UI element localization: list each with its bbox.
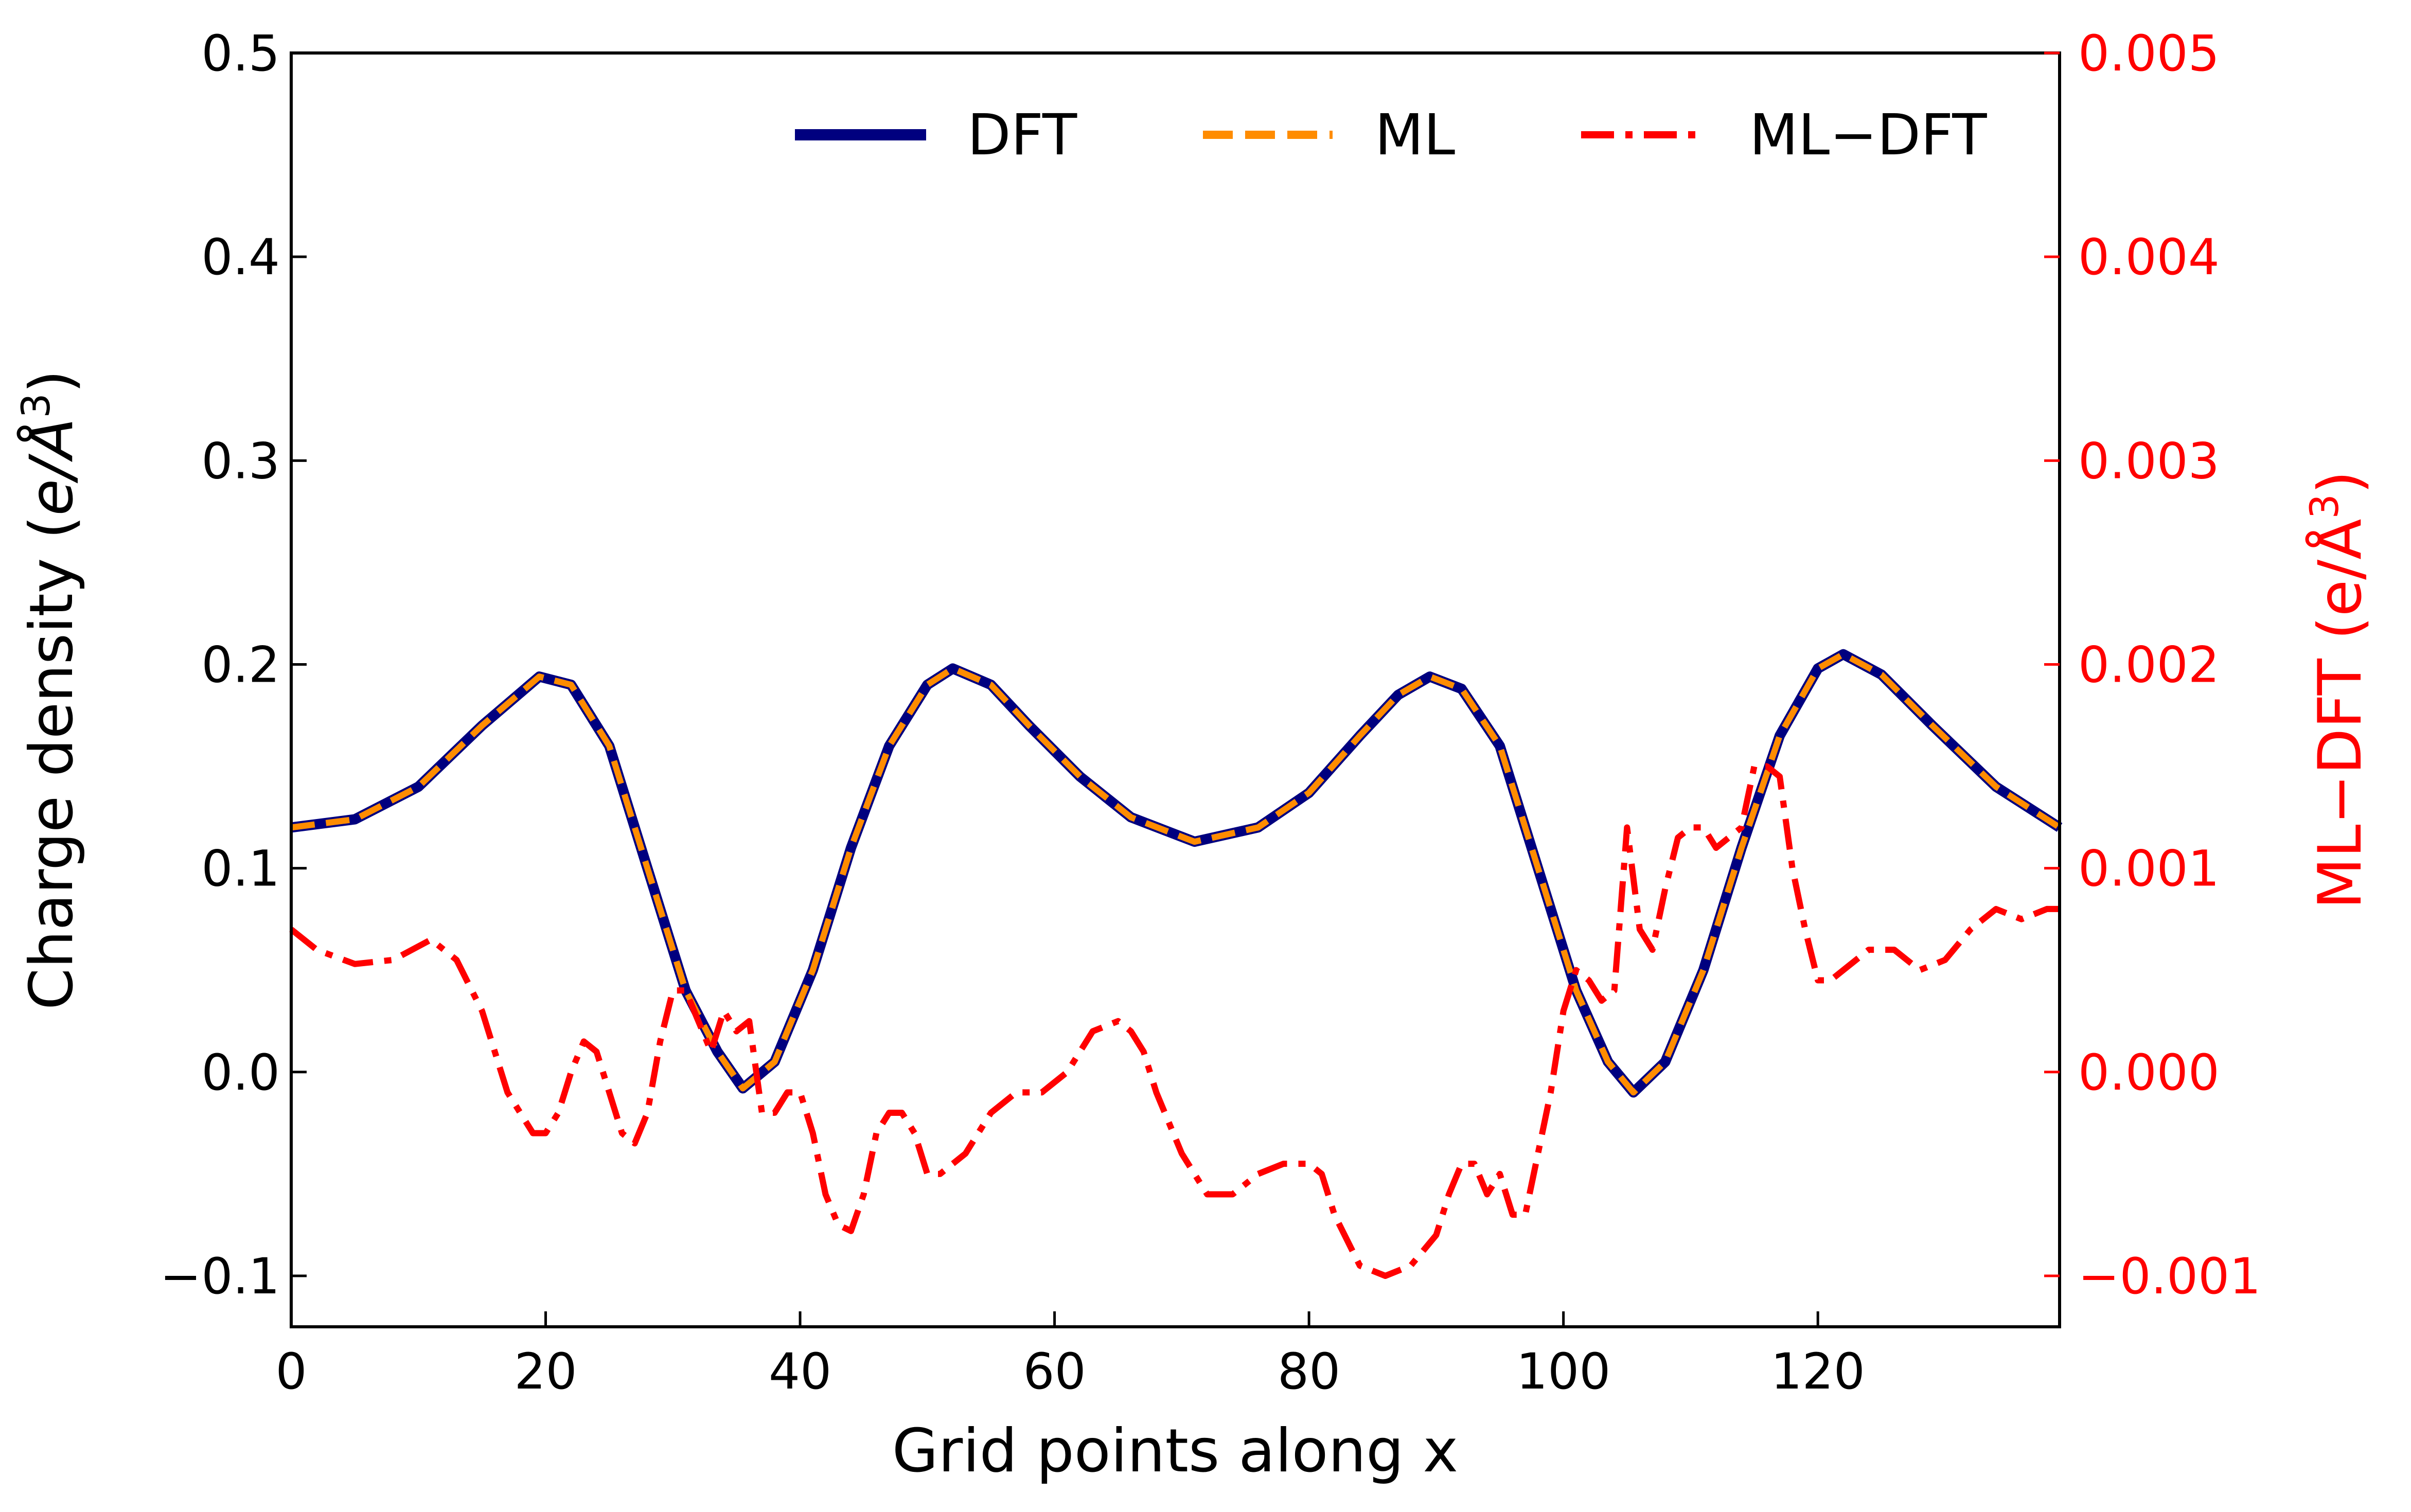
plot-frame	[290, 51, 2061, 1328]
y-axis-label-right-sup: 3	[2301, 494, 2347, 519]
y-left-tick-label: 0.4	[201, 228, 280, 286]
x-tick-label: 40	[769, 1343, 831, 1400]
y-axis-label-left-unit: e/Å	[16, 418, 86, 516]
y-right-tick-label: 0.002	[2078, 636, 2220, 693]
y-right-tick-label: −0.001	[2078, 1248, 2261, 1305]
y-left-tick-label: 0.0	[201, 1044, 280, 1101]
y-left-tick-label: 0.5	[201, 25, 280, 82]
x-tick-label: 80	[1278, 1343, 1340, 1400]
ticks-layer: 0 20 40 60 80 100 120 −0.1 0.0 0.1 0.2 0.3 0.4 0.5 −0.…	[160, 25, 2261, 1400]
y-left-tick-label: −0.1	[160, 1248, 280, 1305]
series-line-ml	[291, 651, 2062, 1096]
x-tick-label: 20	[514, 1343, 577, 1400]
y-axis-label-right-main: ML−DFT (e/Å	[2305, 519, 2375, 909]
y-right-tick-label: 0.000	[2078, 1044, 2220, 1101]
y-right-tick-label: 0.001	[2078, 840, 2220, 898]
y-axis-label-right: ML−DFT (e/Å3)	[2301, 471, 2375, 909]
x-tick-label: 120	[1771, 1343, 1865, 1400]
legend-label-ml: ML	[1375, 102, 1455, 168]
y-left-tick-label: 0.1	[201, 840, 280, 898]
y-axis-label-left-main: Charge density (	[17, 515, 86, 1010]
x-tick-label: 0	[275, 1343, 307, 1400]
legend: DFT ML ML−DFT	[795, 102, 1987, 168]
y-right-tick-label: 0.004	[2078, 228, 2220, 286]
x-axis-label: Grid points along x	[892, 1416, 1458, 1486]
legend-label-dft: DFT	[967, 102, 1077, 168]
series-line-dft	[290, 649, 2063, 1098]
y-left-tick-label: 0.3	[201, 432, 280, 490]
y-axis-label-right-close: )	[2306, 471, 2375, 494]
y-left-tick-label: 0.2	[201, 636, 280, 693]
x-tick-label: 100	[1516, 1343, 1610, 1400]
series-line-ml-dft	[289, 763, 2060, 1279]
y-axis-label-left-sup: 3	[13, 393, 59, 418]
series-layer	[289, 649, 2063, 1279]
y-right-tick-label: 0.003	[2078, 432, 2220, 490]
y-right-tick-label: 0.005	[2078, 25, 2220, 82]
legend-label-diff: ML−DFT	[1749, 102, 1987, 168]
y-axis-label-left-close: )	[17, 370, 86, 393]
x-tick-label: 60	[1023, 1343, 1086, 1400]
y-axis-label-left: Charge density (e/Å3)	[13, 370, 86, 1010]
